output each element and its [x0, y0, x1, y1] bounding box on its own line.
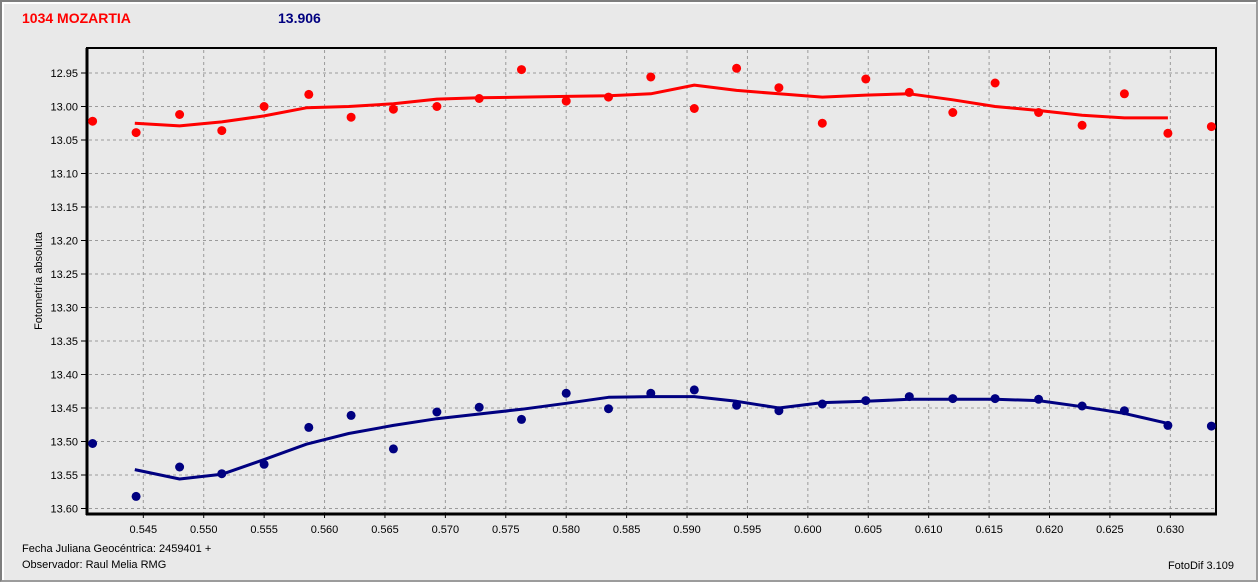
blue-series-point — [217, 469, 227, 479]
y-tick-label: 13.60 — [50, 504, 78, 516]
red-series-point — [88, 116, 98, 126]
blue-series-point — [259, 459, 269, 469]
x-tick-label: 0.565 — [371, 524, 399, 536]
red-series-point — [774, 83, 784, 93]
red-series-point — [304, 89, 314, 99]
x-tick-label: 0.580 — [552, 524, 580, 536]
y-tick-label: 13.50 — [50, 437, 78, 449]
blue-series-point — [646, 388, 656, 398]
red-series-point — [259, 102, 269, 111]
blue-series-point — [689, 385, 699, 395]
x-tick-label: 0.585 — [613, 524, 641, 536]
red-series-point — [474, 94, 484, 103]
blue-series-point — [1034, 394, 1044, 404]
x-tick-label: 0.620 — [1036, 524, 1064, 536]
x-tick-label: 0.605 — [854, 524, 882, 536]
blue-series-point — [346, 410, 356, 420]
y-tick-label: 13.45 — [50, 403, 78, 415]
blue-series-point — [948, 394, 958, 404]
red-series-point — [517, 65, 526, 75]
red-series-point — [990, 78, 1000, 88]
red-series-point — [346, 112, 356, 122]
blue-series-fit-line — [134, 395, 1169, 481]
x-tick-label: 0.570 — [432, 524, 460, 536]
y-tick-label: 13.15 — [50, 202, 78, 214]
x-tick-label: 0.625 — [1096, 524, 1124, 536]
red-series-point — [131, 128, 141, 138]
y-tick-label: 13.40 — [50, 370, 78, 382]
red-series-point — [904, 87, 914, 97]
red-series-point — [432, 102, 442, 111]
julian-date-label: Fecha Juliana Geocéntrica: 2459401 + — [22, 543, 212, 555]
y-tick-label: 13.10 — [50, 168, 78, 180]
red-series-point — [646, 72, 656, 82]
red-series-point — [175, 110, 185, 119]
y-tick-label: 13.05 — [50, 135, 78, 147]
blue-series-point — [604, 404, 613, 414]
observer-label: Observador: Raul Melia RMG — [22, 559, 167, 571]
x-tick-label: 0.545 — [130, 524, 158, 536]
blue-series-point — [131, 491, 141, 501]
y-tick-label: 13.25 — [50, 269, 78, 281]
blue-series-point — [304, 422, 314, 432]
red-series-point — [861, 74, 871, 84]
magnitude-value: 13.906 — [278, 10, 321, 26]
y-tick-label: 13.55 — [50, 470, 78, 482]
y-tick-label: 12.95 — [50, 68, 78, 80]
blue-series-point — [175, 462, 185, 472]
y-tick-label: 13.00 — [50, 101, 78, 113]
red-series-point — [217, 126, 227, 136]
x-tick-label: 0.550 — [190, 524, 218, 536]
blue-series-point — [1163, 420, 1173, 430]
blue-series-point — [817, 399, 827, 409]
red-series-fit-line — [134, 83, 1168, 128]
red-series-point — [1119, 89, 1129, 99]
blue-series-point — [1206, 421, 1216, 431]
x-tick-label: 0.590 — [673, 524, 701, 536]
blue-series-point — [774, 406, 784, 416]
object-title: 1034 MOZARTIA — [22, 10, 131, 26]
x-tick-label: 0.575 — [492, 524, 520, 536]
x-tick-label: 0.630 — [1157, 524, 1185, 536]
x-tick-label: 0.615 — [975, 524, 1003, 536]
blue-series-point — [861, 396, 871, 406]
x-tick-label: 0.600 — [794, 524, 822, 536]
blue-series-point — [990, 394, 1000, 404]
red-series-point — [1163, 128, 1173, 138]
y-tick-label: 13.30 — [50, 302, 78, 314]
blue-series-point — [561, 388, 571, 398]
red-series-point — [1077, 120, 1087, 130]
blue-series-point — [388, 444, 398, 454]
red-series-point — [1206, 122, 1216, 132]
blue-series-point — [1119, 406, 1129, 416]
red-series-point — [817, 118, 827, 128]
x-tick-label: 0.595 — [734, 524, 762, 536]
red-series-point — [689, 104, 699, 113]
blue-series-point — [88, 439, 98, 448]
red-series-point — [388, 104, 398, 114]
y-tick-label: 13.20 — [50, 235, 78, 247]
red-series-point — [732, 63, 742, 73]
blue-series-point — [1077, 401, 1087, 411]
blue-series-point — [517, 414, 526, 424]
x-tick-label: 0.610 — [915, 524, 943, 536]
x-tick-label: 0.560 — [311, 524, 339, 536]
red-series-point — [561, 96, 571, 106]
blue-series-point — [474, 402, 484, 412]
software-version-label: FotoDif 3.109 — [1167, 560, 1234, 572]
red-series-point — [1034, 108, 1044, 117]
blue-series-point — [904, 392, 914, 402]
x-tick-label: 0.555 — [250, 524, 278, 536]
y-tick-label: 13.35 — [50, 336, 78, 348]
red-series-point — [604, 92, 613, 102]
blue-series-point — [732, 400, 742, 410]
blue-series-point — [432, 407, 442, 417]
red-series-point — [948, 108, 958, 117]
